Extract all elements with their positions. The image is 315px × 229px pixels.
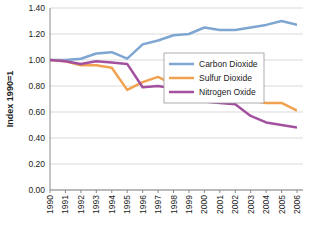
y-tick-label: 1.40 (28, 3, 45, 13)
legend-swatch (169, 91, 194, 94)
x-tick-label: 2003 (246, 195, 256, 214)
y-tick-label: 0.20 (28, 159, 45, 169)
x-tick-label: 2006 (292, 195, 302, 214)
x-tick (219, 190, 220, 193)
x-tick-label: 1993 (91, 195, 101, 214)
x-tick (96, 190, 97, 193)
legend-label: Sulfur Dioxide (199, 73, 252, 83)
grid-line (50, 164, 303, 165)
grid-line (50, 8, 303, 9)
y-tick-label: 1.20 (28, 29, 45, 39)
y-tick-label: 1.00 (28, 55, 45, 65)
x-tick-label: 1997 (153, 195, 163, 214)
x-tick (80, 190, 81, 193)
x-tick-label: 2004 (261, 195, 271, 214)
x-tick (127, 190, 128, 193)
legend-swatch (169, 77, 194, 80)
x-tick-label: 1990 (45, 195, 55, 214)
y-tick-label: 0.40 (28, 133, 45, 143)
x-tick-label: 2001 (215, 195, 225, 214)
legend-label: Carbon Dioxide (199, 59, 258, 69)
legend-swatch (169, 63, 194, 66)
x-tick-label: 1992 (76, 195, 86, 214)
legend: Carbon Dioxide Sulfur Dioxide Nitrogen Oxi… (164, 53, 264, 103)
y-axis-label: Index 1990=1 (5, 71, 15, 127)
x-tick-label: 1994 (107, 195, 117, 214)
y-tick-label: 0.00 (28, 185, 45, 195)
legend-label: Nitrogen Oxide (199, 87, 256, 97)
x-tick (281, 190, 282, 193)
grid-line (50, 190, 303, 191)
x-tick (65, 190, 66, 193)
y-tick-label: 0.60 (28, 107, 45, 117)
x-tick-label: 1999 (184, 195, 194, 214)
x-tick-label: 1996 (138, 195, 148, 214)
y-axis (50, 8, 51, 190)
plot-area (50, 21, 297, 128)
x-tick (173, 190, 174, 193)
legend-box (164, 53, 264, 103)
chart: 0.00 0.20 0.40 0.60 0.80 1.00 1.20 1.40 1990 1991… (0, 0, 315, 229)
x-tick (158, 190, 159, 193)
x-tick-label: 1998 (169, 195, 179, 214)
x-tick (188, 190, 189, 193)
x-tick-label: 1995 (122, 195, 132, 214)
x-tick (142, 190, 143, 193)
grid-line (50, 138, 303, 139)
x-tick (204, 190, 205, 193)
x-tick-label: 2005 (277, 195, 287, 214)
x-tick (111, 190, 112, 193)
x-tick-label: 2000 (199, 195, 209, 214)
x-axis (50, 190, 303, 191)
x-tick (235, 190, 236, 193)
x-tick (50, 190, 51, 193)
x-tick-label: 2002 (230, 195, 240, 214)
x-tick (297, 190, 298, 193)
x-tick-label: 1991 (60, 195, 70, 214)
grid-line (50, 112, 303, 113)
x-tick (266, 190, 267, 193)
y-tick-label: 0.80 (28, 81, 45, 91)
x-tick (250, 190, 251, 193)
